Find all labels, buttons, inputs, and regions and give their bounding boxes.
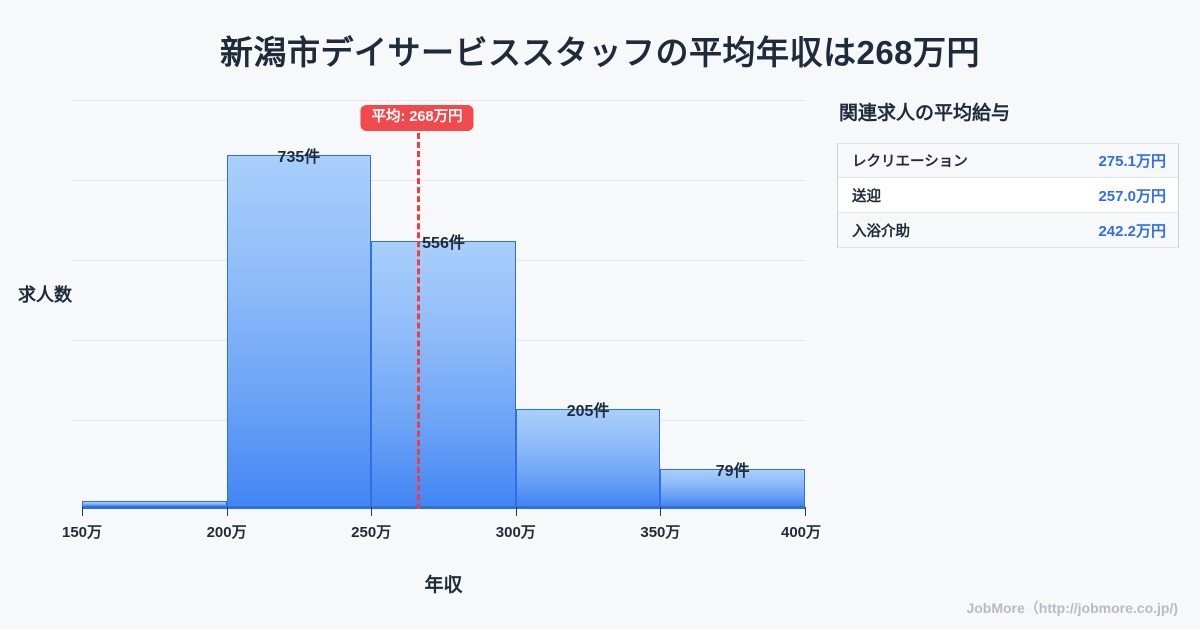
- bar-value-label: 205件: [566, 403, 610, 420]
- salary-row-value: 275.1万円: [1098, 153, 1166, 170]
- gridline: [72, 180, 805, 181]
- related-salary-title: 関連求人の平均給与: [839, 103, 1011, 124]
- x-tick-label: 350万: [640, 524, 681, 541]
- histogram-bar[interactable]: [226, 155, 372, 507]
- average-badge: 平均: 268万円: [360, 105, 474, 131]
- y-axis-title: 求人数: [18, 285, 72, 305]
- histogram-bar[interactable]: [660, 469, 805, 507]
- bar-value-label: 735件: [277, 149, 321, 166]
- x-tick-mark: [226, 507, 228, 516]
- salary-row-value: 242.2万円: [1098, 222, 1166, 240]
- histogram-bar[interactable]: [515, 409, 661, 507]
- page-title: 新潟市デイサービススタッフの平均年収は268万円: [219, 34, 981, 71]
- salary-row-name: レクリエーション: [852, 154, 968, 170]
- x-tick-label: 400万: [780, 524, 822, 541]
- related-salary-table: レクリエーション 275.1万円 送迎 257.0万円 入浴介助 242.2万円: [837, 143, 1179, 248]
- table-row[interactable]: レクリエーション 275.1万円: [838, 143, 1178, 178]
- plot-area: 735件 556件 205件 79件: [72, 95, 805, 507]
- histogram-bar[interactable]: [82, 501, 227, 507]
- footer-watermark: JobMore（http://jobmore.co.jp/): [966, 600, 1178, 616]
- salary-row-name: 送迎: [852, 188, 881, 205]
- gridline: [72, 100, 805, 101]
- x-tick-mark: [82, 507, 83, 516]
- x-tick-label: 250万: [351, 524, 392, 541]
- table-row[interactable]: 入浴介助 242.2万円: [838, 213, 1178, 248]
- x-tick-label: 200万: [206, 524, 247, 541]
- bar-value-label: 556件: [422, 235, 465, 252]
- related-salary-panel: 関連求人の平均給与 レクリエーション 275.1万円 送迎 257.0万円 入浴…: [837, 98, 1179, 248]
- x-tick-mark: [660, 507, 662, 516]
- table-row[interactable]: 送迎 257.0万円: [838, 178, 1178, 213]
- x-tick-label: 300万: [495, 524, 536, 541]
- average-line: [417, 133, 420, 509]
- salary-row-value: 257.0万円: [1098, 187, 1166, 205]
- histogram-bar[interactable]: [371, 241, 516, 507]
- x-axis-title: 年収: [424, 575, 463, 596]
- x-tick-mark: [805, 507, 806, 516]
- salary-row-name: 入浴介助: [852, 223, 910, 240]
- x-tick-mark: [515, 507, 517, 516]
- x-tick-label: 150万: [61, 524, 103, 541]
- x-axis-baseline: [82, 507, 805, 509]
- bar-value-label: 79件: [715, 463, 750, 480]
- x-tick-mark: [371, 507, 373, 516]
